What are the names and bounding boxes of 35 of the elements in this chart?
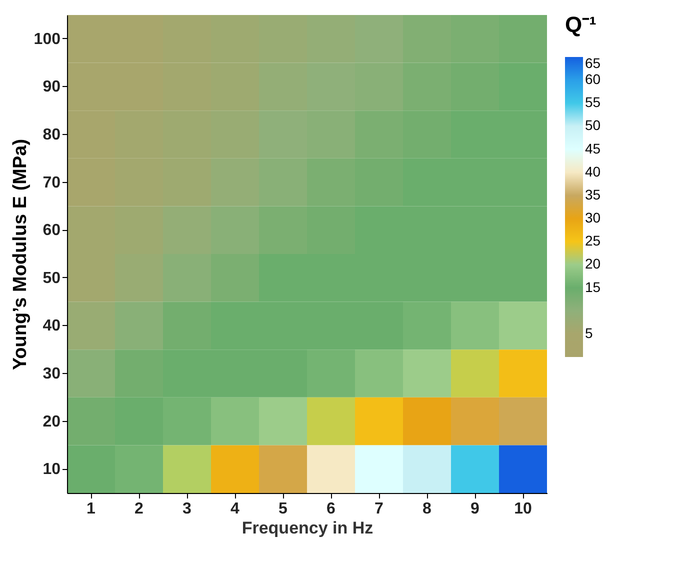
y-tick-label: 30	[42, 366, 61, 382]
color-bar-label: 15	[585, 278, 601, 295]
x-tick-label: 5	[278, 500, 288, 518]
y-tick-label: 40	[42, 318, 61, 335]
x-tick-label: 8	[422, 500, 432, 518]
x-tick-label: 9	[470, 500, 480, 518]
y-tick-label: 100	[34, 30, 61, 48]
color-bar-label: 55	[585, 94, 601, 110]
x-tick-label: 10	[514, 500, 532, 518]
y-tick-label: 20	[42, 413, 61, 430]
x-tick-label: 6	[326, 500, 336, 518]
x-tick-label: 1	[86, 500, 96, 518]
color-bar-label: 25	[585, 232, 601, 249]
color-bar-label: 30	[585, 210, 601, 226]
x-axis-title: Frequency in Hz	[242, 518, 374, 538]
color-bar-title: Q⁻¹	[565, 12, 596, 37]
color-bar-label: 35	[585, 186, 601, 202]
y-tick-label: 50	[42, 270, 61, 287]
color-bar-label: 40	[585, 163, 601, 180]
color-bar-label: 60	[585, 71, 601, 88]
x-tick-label: 2	[134, 500, 144, 518]
color-bar-label: 65	[585, 55, 601, 71]
color-bar-label: 45	[585, 140, 601, 156]
x-tick-label: 3	[182, 500, 192, 518]
y-tick-label: 70	[42, 174, 61, 192]
y-axis-title: Young’s Modulus E (MPa)	[10, 138, 31, 370]
y-tick-label: 60	[42, 222, 61, 240]
x-tick-label: 4	[230, 500, 240, 518]
y-tick-label: 10	[42, 461, 61, 478]
color-bar-label: 50	[585, 117, 601, 134]
x-tick-label: 7	[374, 500, 384, 518]
y-tick-label: 80	[42, 126, 61, 144]
y-tick-label: 90	[42, 78, 61, 96]
color-bar-label: 20	[585, 256, 601, 272]
color-bar-label: 5	[585, 324, 593, 341]
